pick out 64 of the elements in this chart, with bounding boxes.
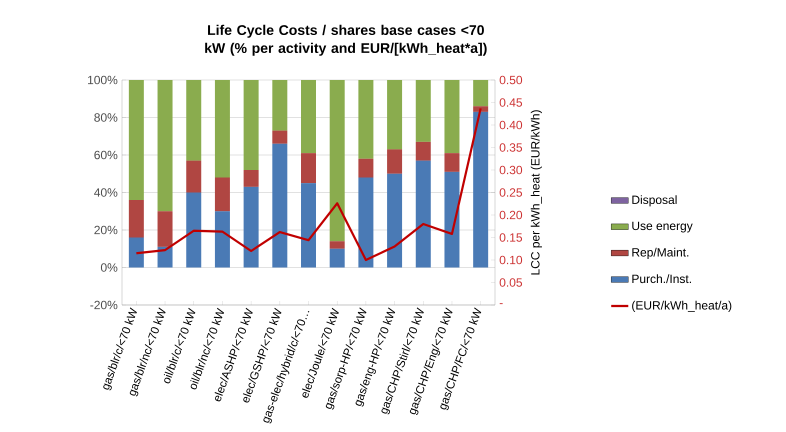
legend-label: Rep/Maint. xyxy=(632,248,688,259)
bar xyxy=(272,80,288,131)
bar xyxy=(214,178,230,212)
bar xyxy=(186,80,202,161)
y2-tick-label: - xyxy=(500,303,503,304)
bar xyxy=(473,80,488,106)
y-tick-label: 0% xyxy=(100,263,118,272)
bar xyxy=(330,248,345,268)
bar xyxy=(444,172,460,268)
line-series xyxy=(135,107,482,262)
bar xyxy=(186,192,202,268)
y2-tick-label: 0.15 xyxy=(500,233,522,242)
bar xyxy=(444,80,460,154)
bar xyxy=(128,200,144,238)
bar xyxy=(244,186,259,268)
bar xyxy=(301,183,316,268)
bar xyxy=(330,80,345,242)
y-tick-label: -20% xyxy=(90,300,118,310)
bar xyxy=(444,153,460,172)
bar xyxy=(128,238,144,268)
y-tick-label: 80% xyxy=(94,113,118,122)
bar xyxy=(416,142,431,161)
legend-label: (EUR/kWh_heat/a) xyxy=(632,300,732,312)
bar xyxy=(214,80,230,178)
y-tick-label: 60% xyxy=(94,150,118,160)
bar xyxy=(416,80,431,142)
bar xyxy=(358,178,374,268)
bar xyxy=(158,246,173,268)
y-tick-label: 100% xyxy=(88,76,118,84)
bar xyxy=(387,174,402,268)
y2-tick-label: 0.45 xyxy=(500,98,522,107)
legend-label: Purch./Inst. xyxy=(632,274,691,284)
y2-tick-label: 0.05 xyxy=(500,278,522,287)
bar xyxy=(330,241,345,249)
y2-tick-label: 0.20 xyxy=(500,210,522,220)
bar xyxy=(358,80,374,159)
bar xyxy=(128,80,144,200)
y2-tick-label: 0.35 xyxy=(500,143,522,152)
bar xyxy=(473,112,488,268)
bar xyxy=(186,160,202,193)
bar xyxy=(158,211,173,247)
y-tick-label: 40% xyxy=(94,188,118,197)
y2-tick-label: 0.10 xyxy=(500,256,522,264)
bar xyxy=(244,170,259,187)
bar xyxy=(272,130,288,144)
chart-title: Life Cycle Costs / shares base cases <70 kW (% per activity and EUR/[kWh_heat*a]) xyxy=(205,24,487,56)
bar xyxy=(214,211,230,268)
y2-tick-label: 0.30 xyxy=(500,166,522,174)
y2-tick-label: 0.50 xyxy=(500,76,522,84)
bar xyxy=(158,80,173,212)
bar xyxy=(272,144,288,268)
bar xyxy=(301,80,316,154)
y2-tick-label: 0.25 xyxy=(500,188,522,197)
bar xyxy=(387,80,402,150)
bar xyxy=(416,160,431,268)
bar xyxy=(301,153,316,184)
legend-label: Use energy xyxy=(632,222,693,232)
bar xyxy=(244,80,259,170)
bar xyxy=(358,158,374,178)
bar xyxy=(387,149,402,174)
legend-label: Disposal xyxy=(632,195,677,206)
y2-tick-label: 0.40 xyxy=(500,120,522,130)
y-tick-label: 20% xyxy=(94,226,118,234)
y2-axis-title: LCC per kWh_heat (EUR/kWh) xyxy=(530,110,542,275)
